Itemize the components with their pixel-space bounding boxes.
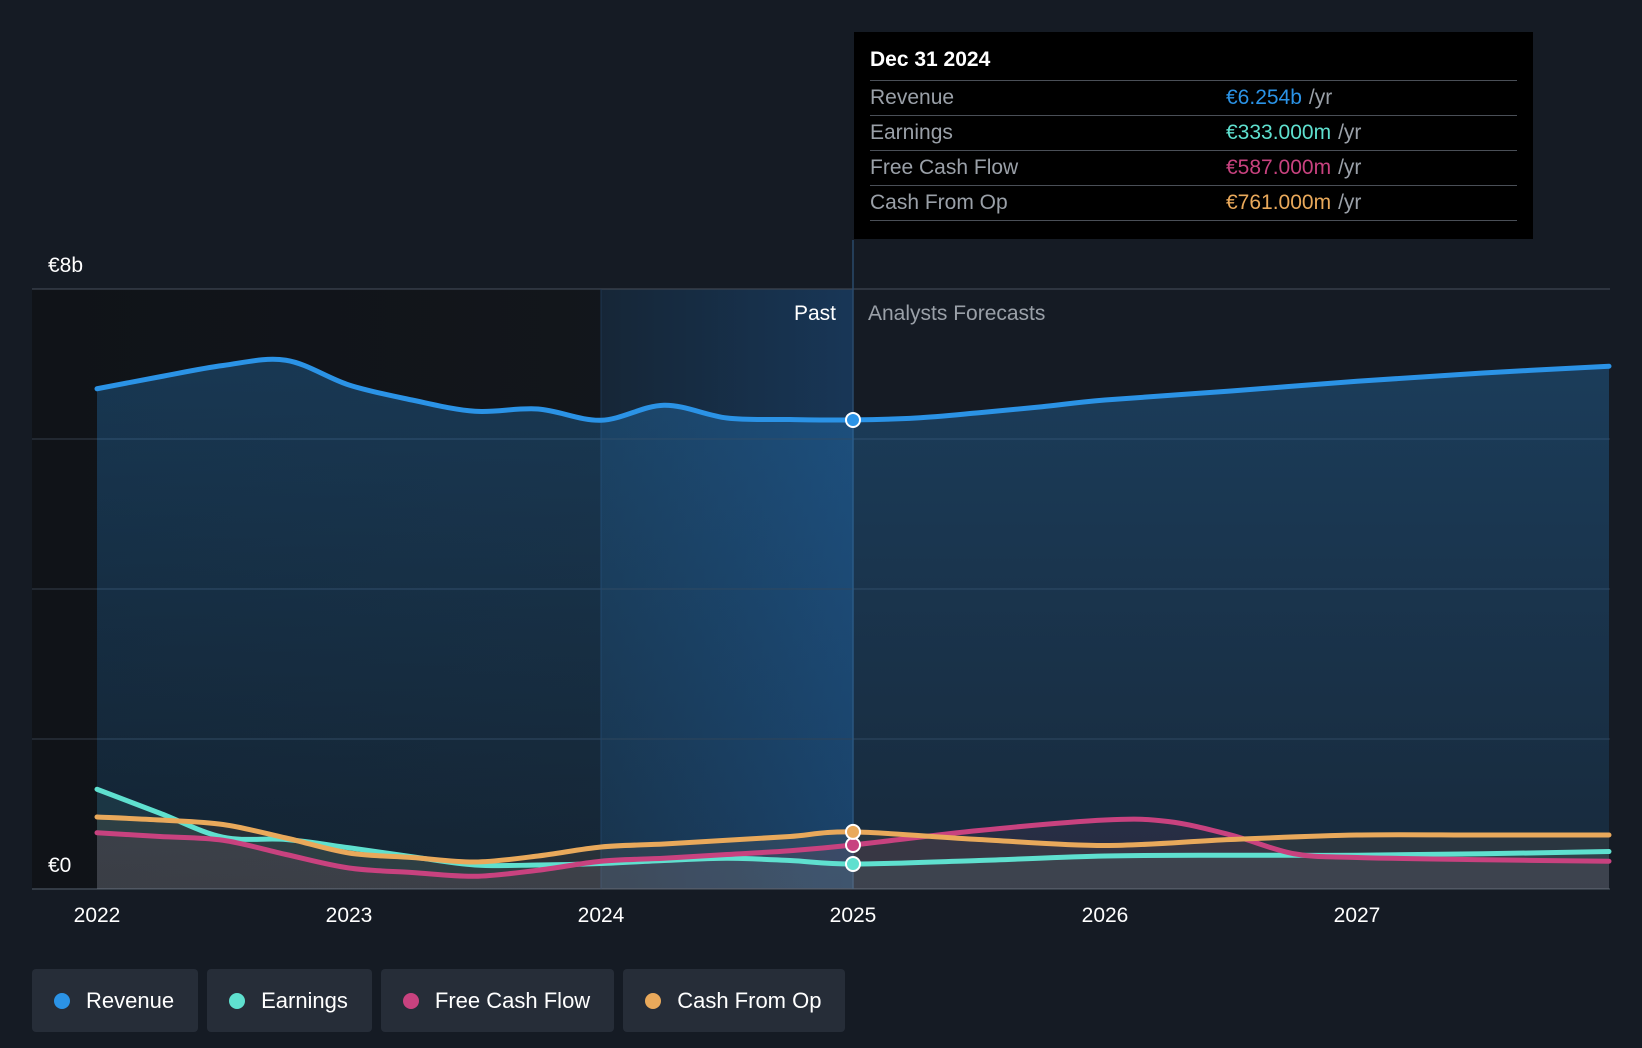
tooltip-date: Dec 31 2024: [870, 46, 1517, 81]
marker-cash-from-op: [845, 823, 861, 840]
legend-label: Earnings: [261, 987, 348, 1013]
line-cash-from-op: [94, 814, 1612, 865]
legend-label: Free Cash Flow: [434, 987, 591, 1013]
x-tick-label: 2027: [1334, 904, 1381, 927]
x-tick-label: 2022: [74, 904, 121, 927]
legend-item-cash-from-op[interactable]: Cash From Op: [623, 969, 846, 1032]
x-tick-label: 2026: [1082, 904, 1129, 927]
tooltip-row-unit: /yr: [1338, 121, 1362, 144]
tooltip-row: Free Cash Flow €587.000m/yr: [870, 151, 1517, 186]
tooltip-row-label: Earnings: [870, 121, 953, 144]
area-cash-from-op: [97, 817, 1609, 889]
line-revenue: [94, 356, 1612, 423]
line-free-cash-flow: [94, 816, 1612, 879]
past-label: Past: [794, 302, 836, 325]
tooltip-row-label: Free Cash Flow: [870, 156, 1019, 179]
tooltip-row-unit: /yr: [1338, 191, 1362, 214]
marker-free-cash-flow: [845, 836, 861, 853]
x-tick-label: 2025: [830, 904, 877, 927]
tooltip-row-unit: /yr: [1338, 156, 1362, 179]
area-earnings: [97, 789, 1609, 889]
tooltip-row-value: €6.254b: [1226, 86, 1302, 109]
tooltip-row-value: €761.000m: [1226, 191, 1332, 214]
tooltip-row-label: Cash From Op: [870, 191, 1008, 214]
tooltip-row-unit: /yr: [1308, 86, 1333, 109]
tooltip-row: Revenue €6.254b/yr: [870, 81, 1517, 116]
legend-label: Revenue: [86, 987, 175, 1013]
y-label-bottom: €0: [48, 854, 71, 877]
tooltip-row-value: €587.000m: [1226, 156, 1332, 179]
legend-dot-icon: [645, 992, 662, 1009]
tooltip-row-label: Revenue: [870, 86, 955, 109]
x-tick-label: 2024: [578, 904, 625, 927]
area-revenue: [97, 359, 1609, 889]
tooltip-row-value: €333.000m: [1226, 121, 1332, 144]
legend-item-revenue[interactable]: Revenue: [32, 969, 199, 1032]
data-tooltip: Dec 31 2024 Revenue €6.254b/yr Earnings €33…: [854, 32, 1533, 239]
chart-legend: Revenue Earnings Free Cash Flow Cash From O…: [32, 969, 846, 1032]
legend-item-free-cash-flow[interactable]: Free Cash Flow: [380, 969, 615, 1032]
legend-label: Cash From Op: [677, 987, 822, 1013]
forecast-label: Analysts Forecasts: [868, 302, 1045, 325]
y-label-top: €8b: [48, 254, 83, 277]
legend-dot-icon: [54, 992, 70, 1009]
tooltip-row: Earnings €333.000m/yr: [870, 116, 1517, 151]
legend-item-earnings[interactable]: Earnings: [207, 969, 372, 1032]
x-tick-label: 2023: [326, 904, 373, 927]
legend-dot-icon: [229, 992, 246, 1009]
marker-revenue: [845, 411, 861, 428]
marker-earnings: [845, 856, 861, 873]
tooltip-row: Cash From Op €761.000m/yr: [870, 186, 1517, 221]
legend-dot-icon: [402, 992, 419, 1009]
